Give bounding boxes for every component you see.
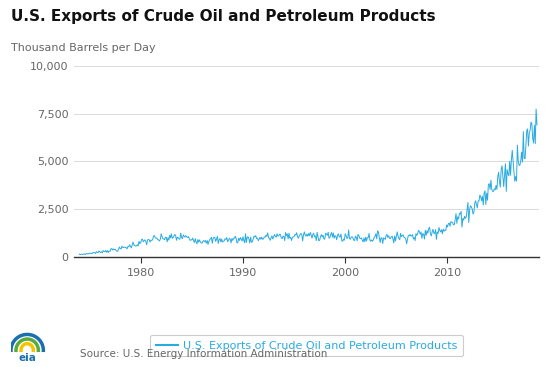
Text: Thousand Barrels per Day: Thousand Barrels per Day [11, 43, 156, 53]
Text: eia: eia [18, 353, 36, 363]
Text: U.S. Exports of Crude Oil and Petroleum Products: U.S. Exports of Crude Oil and Petroleum … [11, 9, 436, 24]
Text: Source: U.S. Energy Information Administration: Source: U.S. Energy Information Administ… [80, 349, 327, 359]
Legend: U.S. Exports of Crude Oil and Petroleum Products: U.S. Exports of Crude Oil and Petroleum … [150, 335, 463, 356]
